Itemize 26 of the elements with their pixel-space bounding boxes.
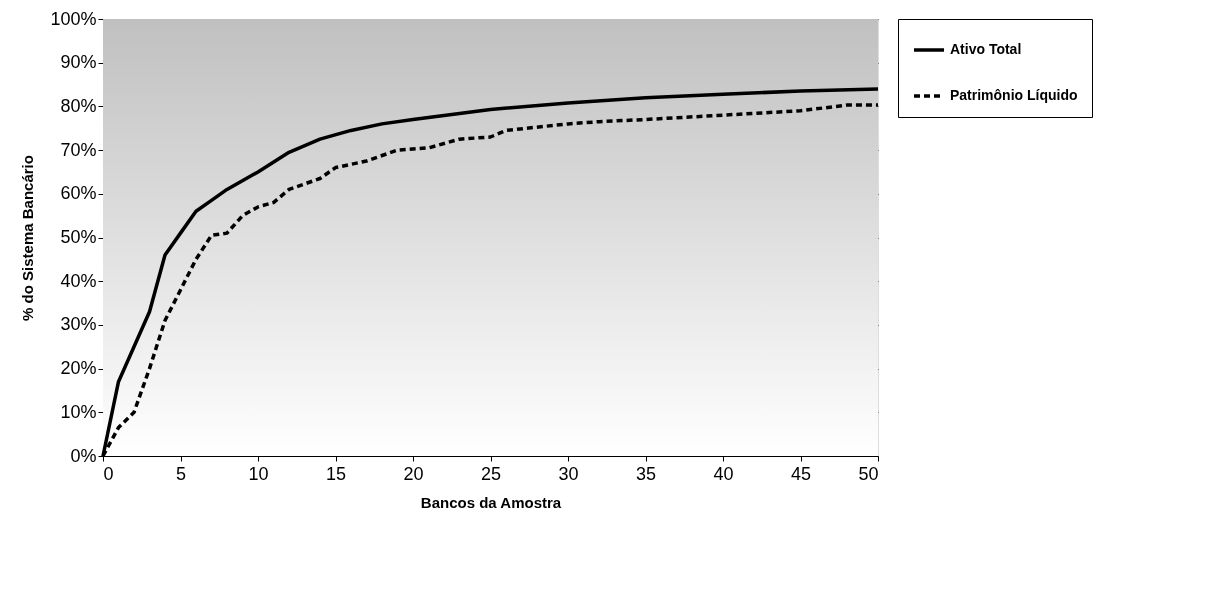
x-tick-label: 50	[858, 463, 879, 484]
y-tick-label: 50%	[60, 227, 97, 247]
y-tick-label: 20%	[60, 358, 97, 379]
y-tick-label: 60%	[60, 183, 97, 204]
x-tick-label: 25	[480, 463, 502, 484]
legend-label: Ativo Total	[950, 41, 1022, 57]
y-tick-label: 100%	[50, 8, 97, 29]
y-tick-label: 90%	[60, 52, 97, 73]
x-tick-label: 45	[790, 463, 812, 484]
y-axis-title: % do Sistema Bancário	[19, 155, 37, 321]
x-axis-title: Bancos da Amostra	[420, 493, 562, 511]
y-tick-label: 40%	[60, 270, 97, 291]
y-tick-label: 0%	[70, 445, 97, 466]
y-tick-label: 80%	[60, 95, 97, 116]
legend-label: Patrimônio Líquido	[950, 87, 1078, 103]
y-tick-label: 10%	[60, 401, 97, 422]
x-tick-label: 40	[713, 463, 734, 484]
x-tick-label: 15	[325, 463, 347, 484]
x-tick-label: 10	[248, 463, 269, 484]
x-tick-label: 0	[103, 463, 114, 484]
x-tick-label: 30	[558, 463, 579, 484]
x-tick-label: 35	[635, 463, 657, 484]
x-tick-label: 5	[175, 463, 187, 484]
y-tick-label: 30%	[60, 314, 97, 335]
x-tick-label: 20	[403, 463, 424, 484]
y-tick-label: 70%	[60, 139, 97, 160]
